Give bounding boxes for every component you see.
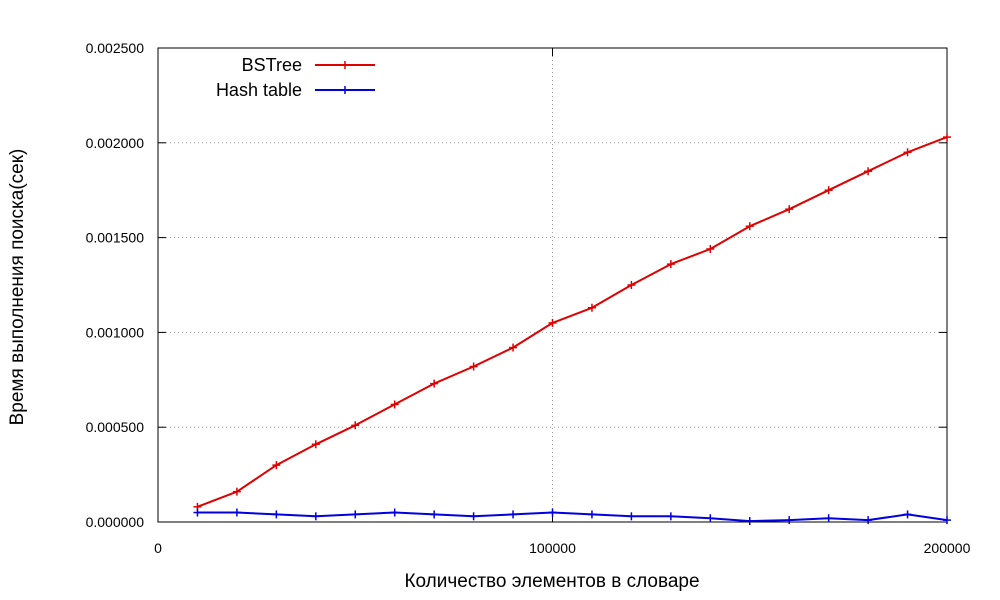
data-point [706, 514, 715, 523]
data-point [587, 510, 596, 519]
data-point [785, 205, 794, 214]
data-point [272, 510, 281, 519]
data-point [824, 514, 833, 523]
data-point [390, 508, 399, 517]
data-point [627, 281, 636, 289]
data-point [824, 186, 833, 195]
y-axis-title: Время выполнения поиска(сек) [7, 149, 28, 426]
data-point [430, 510, 439, 519]
data-point [587, 303, 596, 312]
y-tick-label: 0.002500 [86, 40, 145, 56]
data-point [193, 508, 202, 517]
data-point [311, 512, 320, 521]
x-tick-label: 200000 [924, 540, 971, 556]
y-tick-label: 0.002000 [86, 135, 145, 151]
data-point [903, 510, 912, 519]
series-layer [193, 133, 951, 526]
data-point [745, 222, 754, 231]
data-point [943, 516, 951, 525]
data-point [509, 343, 518, 352]
data-point [469, 362, 478, 371]
y-tick-label: 0.001500 [86, 230, 145, 246]
data-point [469, 512, 478, 521]
data-point [666, 260, 675, 269]
data-point [864, 167, 873, 176]
data-point [311, 440, 320, 449]
axes-layer: 0.000000 0.000500 0.001000 0.001500 0.002000… [86, 40, 971, 556]
x-tick-label: 100000 [529, 540, 576, 556]
legend-label: Hash table [216, 80, 302, 100]
data-point [351, 421, 360, 430]
data-point [706, 244, 715, 253]
data-point [430, 379, 439, 388]
data-point [785, 516, 794, 525]
x-axis-title: Количество элементов в словаре [404, 571, 699, 592]
data-point [232, 487, 241, 496]
data-point [272, 461, 281, 470]
data-point [943, 133, 951, 142]
x-tick-label: 0 [154, 540, 162, 556]
data-point [232, 508, 241, 517]
grid-layer [158, 48, 947, 522]
series-line [197, 136, 948, 508]
data-point [548, 318, 557, 327]
data-point [548, 508, 557, 517]
data-point [509, 510, 518, 519]
y-tick-label: 0.000000 [86, 514, 145, 530]
series-line [197, 511, 948, 523]
data-point [390, 400, 399, 409]
data-point [627, 512, 636, 521]
data-point [903, 148, 912, 157]
legend-label: BSTree [242, 55, 302, 75]
y-tick-label: 0.000500 [86, 419, 145, 435]
legend: BSTree Hash table [216, 55, 375, 100]
data-point [864, 516, 873, 525]
data-point [666, 512, 675, 521]
y-tick-label: 0.001000 [86, 324, 145, 340]
data-point [745, 517, 754, 526]
data-point [351, 510, 360, 519]
